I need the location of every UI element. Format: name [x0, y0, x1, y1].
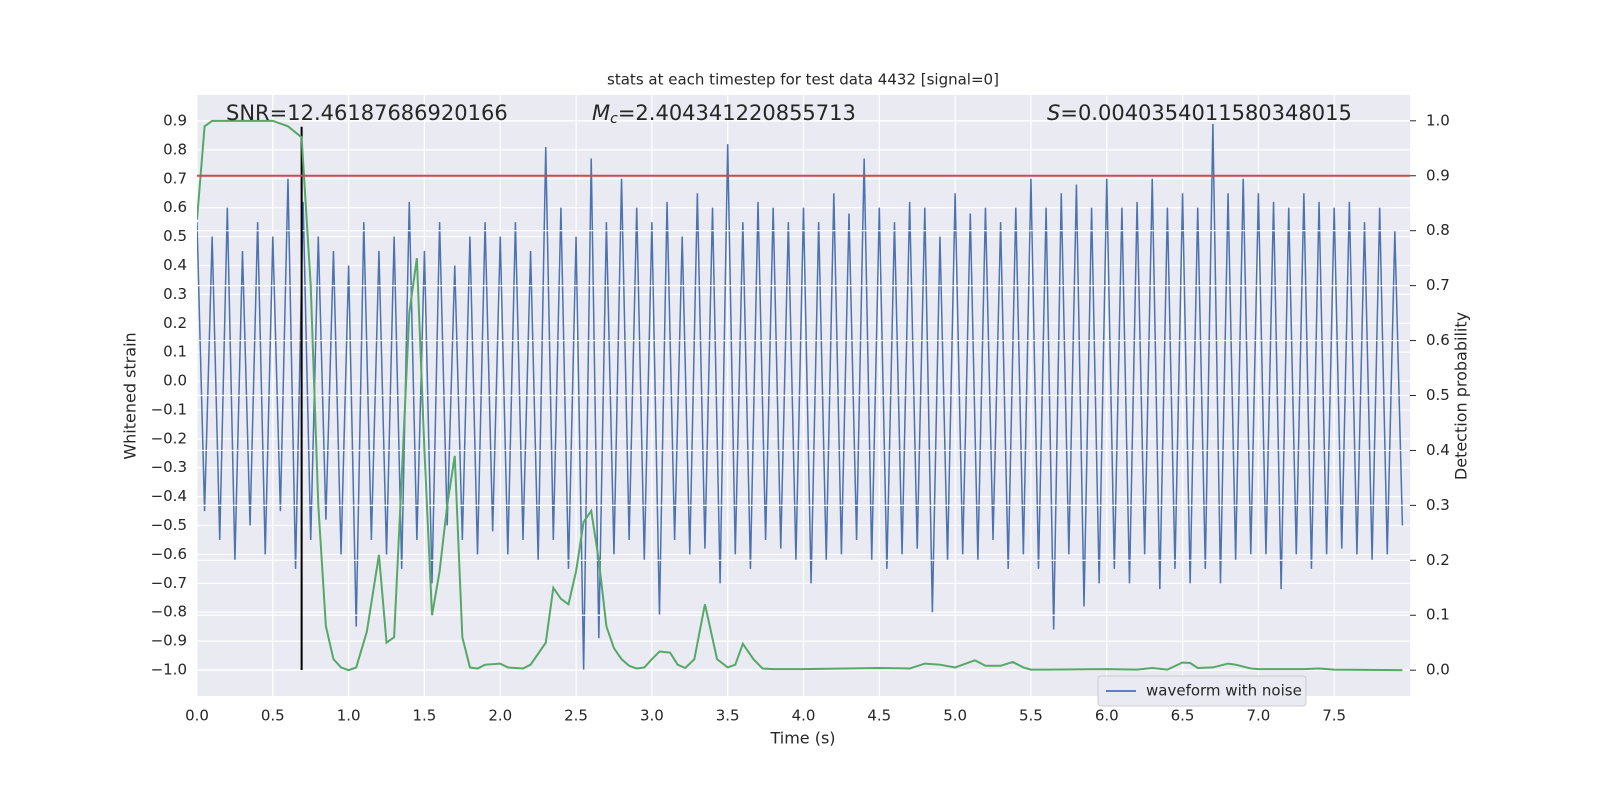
y-tick-label: 0.5: [163, 227, 187, 245]
y-tick-label: −0.5: [151, 516, 187, 534]
y-tick-label: 0.4: [163, 256, 187, 274]
x-tick-label: 4.5: [867, 707, 891, 725]
y-axis-label: Whitened strain: [121, 332, 140, 459]
x-tick-label: 7.0: [1246, 707, 1270, 725]
y-tick-label: 0.0: [163, 372, 187, 390]
annotation: Mc=2.404341220855713: [592, 101, 856, 127]
y-tick-label: −0.2: [151, 429, 187, 447]
x-tick-label: 2.5: [564, 707, 588, 725]
y-tick-label: 0.1: [163, 343, 187, 361]
annotation-value: =12.46187686920166: [270, 101, 508, 125]
y-tick-label: 0.6: [163, 198, 187, 216]
x-tick-label: 2.0: [488, 707, 512, 725]
y2-tick-label: 0.6: [1426, 331, 1450, 349]
y2-tick-label: 0.3: [1426, 496, 1450, 514]
y-tick-label: −1.0: [151, 660, 187, 678]
y2-tick-label: 0.7: [1426, 276, 1450, 294]
y-tick-label: −0.9: [151, 632, 187, 650]
plot: [197, 119, 1410, 672]
x-tick-label: 7.5: [1322, 707, 1346, 725]
x-tick-label: 3.0: [640, 707, 664, 725]
y-tick-label: 0.3: [163, 285, 187, 303]
x-tick-label: 1.0: [337, 707, 361, 725]
x-tick-label: 5.0: [943, 707, 967, 725]
waveform-line: [197, 123, 1404, 671]
y2-tick-label: 0.8: [1426, 221, 1450, 239]
x-tick-label: 6.0: [1095, 707, 1119, 725]
y-tick-label: −0.4: [151, 487, 187, 505]
annotation-value: =2.404341220855713: [618, 101, 856, 125]
legend-box: [1097, 675, 1307, 707]
y-tick-label: 0.8: [163, 140, 187, 158]
y-tick-label: −0.8: [151, 603, 187, 621]
y-tick-label: 0.2: [163, 314, 187, 332]
legend-label: waveform with noise: [1146, 682, 1302, 700]
x-tick-label: 0.0: [185, 707, 209, 725]
x-tick-label: 5.5: [1019, 707, 1043, 725]
x-tick-label: 3.5: [716, 707, 740, 725]
annotation-value: =0.0040354011580348015: [1060, 101, 1352, 125]
probability-line: [197, 119, 1403, 672]
y2-tick-label: 0.0: [1426, 661, 1450, 679]
annotation-symbol: S: [1047, 101, 1060, 125]
labels: 0.0 0.5 1.0 1.5 2.0 2.5 3.0 3.5 4.0 4.5 5.0 5.5 6.0 6…: [151, 101, 1450, 725]
x-tick-label: 6.5: [1171, 707, 1195, 725]
y-tick-label: −0.1: [151, 400, 187, 418]
annotation: S=0.0040354011580348015: [1047, 101, 1352, 125]
y-tick-label: −0.7: [151, 574, 187, 592]
y2-tick-label: 0.5: [1426, 386, 1450, 404]
annotation-subscript: c: [610, 111, 618, 127]
y-tick-label: −0.3: [151, 458, 187, 476]
x-axis-label: Time (s): [769, 729, 835, 748]
y-tick-label: −0.6: [151, 545, 187, 563]
y2-tick-label: 0.1: [1426, 606, 1450, 624]
y2-tick-label: 0.2: [1426, 551, 1450, 569]
y-tick-label: 0.9: [163, 112, 187, 130]
x-tick-label: 0.5: [261, 707, 285, 725]
chart-title: stats at each timestep for test data 443…: [607, 71, 999, 89]
y2-tick-label: 1.0: [1426, 111, 1450, 129]
annotation-symbol: SNR: [226, 101, 270, 125]
y2-tick-label: 0.4: [1426, 441, 1450, 459]
y-tick-label: 0.7: [163, 169, 187, 187]
annotation-symbol: M: [592, 101, 610, 125]
annotation: SNR=12.46187686920166: [226, 101, 508, 125]
x-tick-label: 1.5: [413, 707, 437, 725]
x-tick-label: 4.0: [792, 707, 816, 725]
y2-axis-label: Detection probability: [1452, 312, 1471, 480]
y2-tick-label: 0.9: [1426, 166, 1450, 184]
